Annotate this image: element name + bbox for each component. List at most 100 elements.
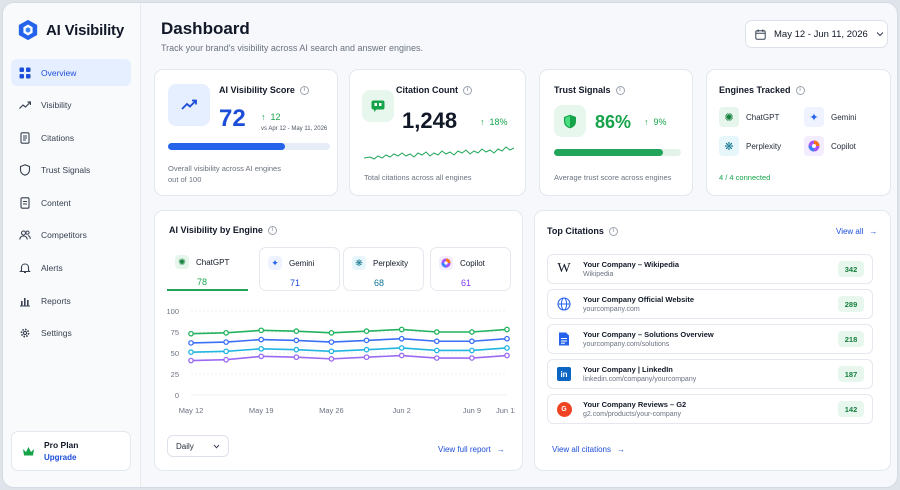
trust-value: 86% — [595, 112, 632, 132]
data-point-perplexity[interactable] — [398, 345, 405, 351]
data-point-gemini[interactable] — [398, 335, 405, 342]
citation-row[interactable]: Your Company Official Website yourcompany… — [547, 289, 873, 319]
data-point-chatgpt[interactable] — [223, 329, 229, 336]
sidebar-item-content[interactable]: Content — [11, 189, 131, 216]
data-point-perplexity[interactable] — [293, 346, 300, 353]
data-point-chatgpt[interactable] — [363, 328, 370, 335]
data-point-copilot[interactable] — [293, 354, 300, 361]
data-point-gemini[interactable] — [223, 339, 229, 345]
data-point-perplexity[interactable] — [504, 345, 510, 351]
info-icon[interactable]: i — [299, 85, 309, 95]
bar-chart-icon — [20, 297, 30, 307]
data-point-chatgpt[interactable] — [469, 329, 475, 335]
arrow-up-icon: ↑ — [480, 117, 485, 127]
y-tick-label: 75 — [171, 328, 179, 337]
citation-name: Your Company | LinkedIn — [583, 365, 673, 374]
trust-progress-track — [554, 149, 681, 156]
info-icon[interactable]: i — [608, 226, 618, 236]
tab-copilot[interactable]: Copilot 61 — [430, 247, 511, 291]
citation-row[interactable]: G Your Company Reviews – G2 g2.com/produc… — [547, 394, 873, 424]
engines-status: 4 / 4 connected — [719, 173, 771, 182]
info-icon[interactable]: i — [615, 85, 625, 95]
visibility-score-card: AI Visibility Score i 72 ↑ 12 vs Apr 12 … — [154, 69, 338, 196]
upgrade-link[interactable]: Upgrade — [44, 453, 77, 462]
card-title: Engines Tracked — [719, 85, 791, 95]
citation-url: yourcompany.com — [583, 306, 640, 313]
card-title: AI Visibility Score — [219, 85, 295, 95]
data-point-copilot[interactable] — [469, 355, 475, 361]
sidebar-item-citations[interactable]: Citations — [11, 124, 131, 151]
data-point-perplexity[interactable] — [433, 347, 440, 354]
data-point-gemini[interactable] — [469, 338, 475, 345]
data-point-gemini[interactable] — [363, 337, 370, 344]
tab-chatgpt[interactable]: ✺ ChatGPT 78 — [167, 247, 248, 291]
data-point-gemini[interactable] — [258, 336, 265, 343]
data-point-gemini[interactable] — [188, 340, 194, 346]
data-point-chatgpt[interactable] — [188, 330, 194, 337]
granularity-select[interactable]: Daily — [167, 435, 229, 457]
data-point-perplexity[interactable] — [328, 348, 335, 355]
data-point-chatgpt[interactable] — [293, 328, 300, 335]
citation-row[interactable]: W Your Company – Wikipedia Wikipedia 342 — [547, 254, 873, 284]
info-icon[interactable]: i — [463, 85, 472, 95]
data-point-chatgpt[interactable] — [433, 329, 440, 335]
view-all-citations-link[interactable]: View all citations → — [552, 445, 625, 454]
sidebar-item-visibility[interactable]: Visibility — [11, 92, 131, 119]
engine-chart-title-row: AI Visibility by Engine i — [169, 225, 277, 235]
data-point-copilot[interactable] — [223, 356, 229, 363]
chevron-down-icon — [213, 444, 220, 449]
info-icon[interactable]: i — [795, 85, 805, 95]
data-point-perplexity[interactable] — [223, 348, 229, 355]
globe-icon — [554, 294, 574, 314]
sidebar-item-reports[interactable]: Reports — [11, 287, 131, 314]
data-point-chatgpt[interactable] — [504, 326, 510, 333]
data-point-gemini[interactable] — [293, 337, 300, 344]
date-range-picker[interactable]: May 12 - Jun 11, 2026 — [745, 20, 888, 48]
data-point-chatgpt[interactable] — [328, 329, 335, 336]
engines-title-row: Engines Tracked i — [719, 85, 805, 95]
data-point-copilot[interactable] — [258, 353, 265, 360]
sidebar-item-settings[interactable]: Settings — [11, 320, 131, 347]
data-point-copilot[interactable] — [433, 355, 440, 361]
citation-row[interactable]: Your Company – Solutions Overview yourcom… — [547, 324, 873, 354]
score-caption-1: Overall visibility across AI engines — [168, 164, 281, 173]
tab-gemini[interactable]: ✦ Gemini 71 — [259, 247, 340, 291]
citation-row[interactable]: in Your Company | LinkedIn linkedin.com/c… — [547, 359, 873, 389]
data-point-copilot[interactable] — [188, 357, 194, 364]
score-icon-box — [168, 84, 210, 126]
sidebar-item-alerts[interactable]: Alerts — [11, 255, 131, 282]
data-point-gemini[interactable] — [433, 338, 440, 345]
data-point-perplexity[interactable] — [188, 349, 194, 356]
sidebar-item-trust-signals[interactable]: Trust Signals — [11, 157, 131, 184]
trust-icon-box — [554, 105, 586, 137]
data-point-perplexity[interactable] — [363, 346, 370, 353]
brand[interactable]: AI Visibility — [17, 19, 124, 41]
sidebar-item-label: Competitors — [41, 230, 87, 241]
sidebar-item-competitors[interactable]: Competitors — [11, 222, 131, 249]
score-compare: vs Apr 12 - May 11, 2026 — [261, 126, 328, 132]
data-point-copilot[interactable] — [504, 352, 510, 359]
logo-icon — [18, 19, 38, 41]
series-line-chatgpt — [190, 328, 508, 335]
data-point-copilot[interactable] — [328, 356, 335, 362]
card-title: Top Citations — [547, 226, 604, 236]
citation-count: 187 — [838, 366, 864, 382]
engine-chatgpt: ✺ ChatGPT — [719, 107, 779, 127]
data-point-gemini[interactable] — [328, 339, 335, 345]
view-full-report-link[interactable]: View full report → — [438, 445, 505, 454]
data-point-perplexity[interactable] — [469, 347, 475, 354]
data-point-copilot[interactable] — [363, 354, 370, 361]
data-point-chatgpt[interactable] — [258, 327, 265, 334]
x-tick-label: Jun 9 — [463, 406, 481, 415]
data-point-perplexity[interactable] — [258, 345, 265, 352]
data-point-copilot[interactable] — [398, 352, 405, 359]
data-point-gemini[interactable] — [504, 335, 510, 342]
tab-perplexity[interactable]: ❋ Perplexity 68 — [343, 247, 424, 291]
view-all-link[interactable]: View all → — [836, 227, 878, 236]
info-icon[interactable]: i — [267, 225, 277, 235]
sidebar-item-overview[interactable]: Overview — [11, 59, 131, 86]
top-citations-card: Top Citations i View all → W Your Compan… — [534, 210, 891, 471]
citation-name: Your Company – Wikipedia — [583, 260, 680, 269]
data-point-chatgpt[interactable] — [398, 326, 405, 333]
gemini-icon: ✦ — [268, 256, 282, 270]
